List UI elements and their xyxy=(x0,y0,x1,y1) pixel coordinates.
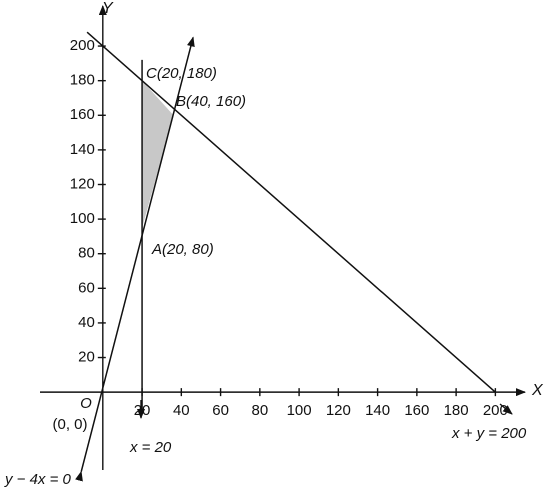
y-tick-label: 180 xyxy=(70,72,95,89)
annotation: O xyxy=(80,395,92,412)
x-axis-label: X xyxy=(531,382,544,399)
y-tick-label: 120 xyxy=(70,175,95,192)
annotation: x + y = 200 xyxy=(451,425,527,442)
y-tick-label: 100 xyxy=(70,210,95,227)
x-tick-label: 120 xyxy=(326,402,351,419)
x-tick-label: 60 xyxy=(212,402,229,419)
annotation: x = 20 xyxy=(129,439,172,456)
y-tick-label: 20 xyxy=(78,348,95,365)
x-tick-label: 40 xyxy=(173,402,190,419)
x-tick-label: 80 xyxy=(251,402,268,419)
y-tick-label: 140 xyxy=(70,141,95,158)
annotation: (0, 0) xyxy=(52,416,87,433)
x-tick-label: 140 xyxy=(365,402,390,419)
pointer-arrow xyxy=(499,403,513,415)
x-tick-label: 160 xyxy=(404,402,429,419)
y-tick-label: 60 xyxy=(78,279,95,296)
annotation: A(20, 80) xyxy=(151,241,214,258)
annotation: C(20, 180) xyxy=(146,65,217,82)
y-tick-label: 200 xyxy=(70,37,95,54)
annotation: B(40, 160) xyxy=(176,93,246,110)
annotation: y − 4x = 0 xyxy=(4,471,72,488)
y-tick-label: 160 xyxy=(70,106,95,123)
y-tick-label: 80 xyxy=(78,245,95,262)
x-tick-label: 200 xyxy=(483,402,508,419)
y-tick-label: 40 xyxy=(78,314,95,331)
y-axis-label: Y xyxy=(102,0,114,17)
line xyxy=(75,36,195,482)
x-tick-label: 100 xyxy=(287,402,312,419)
x-tick-label: 180 xyxy=(444,402,469,419)
feasible-region xyxy=(142,80,174,228)
